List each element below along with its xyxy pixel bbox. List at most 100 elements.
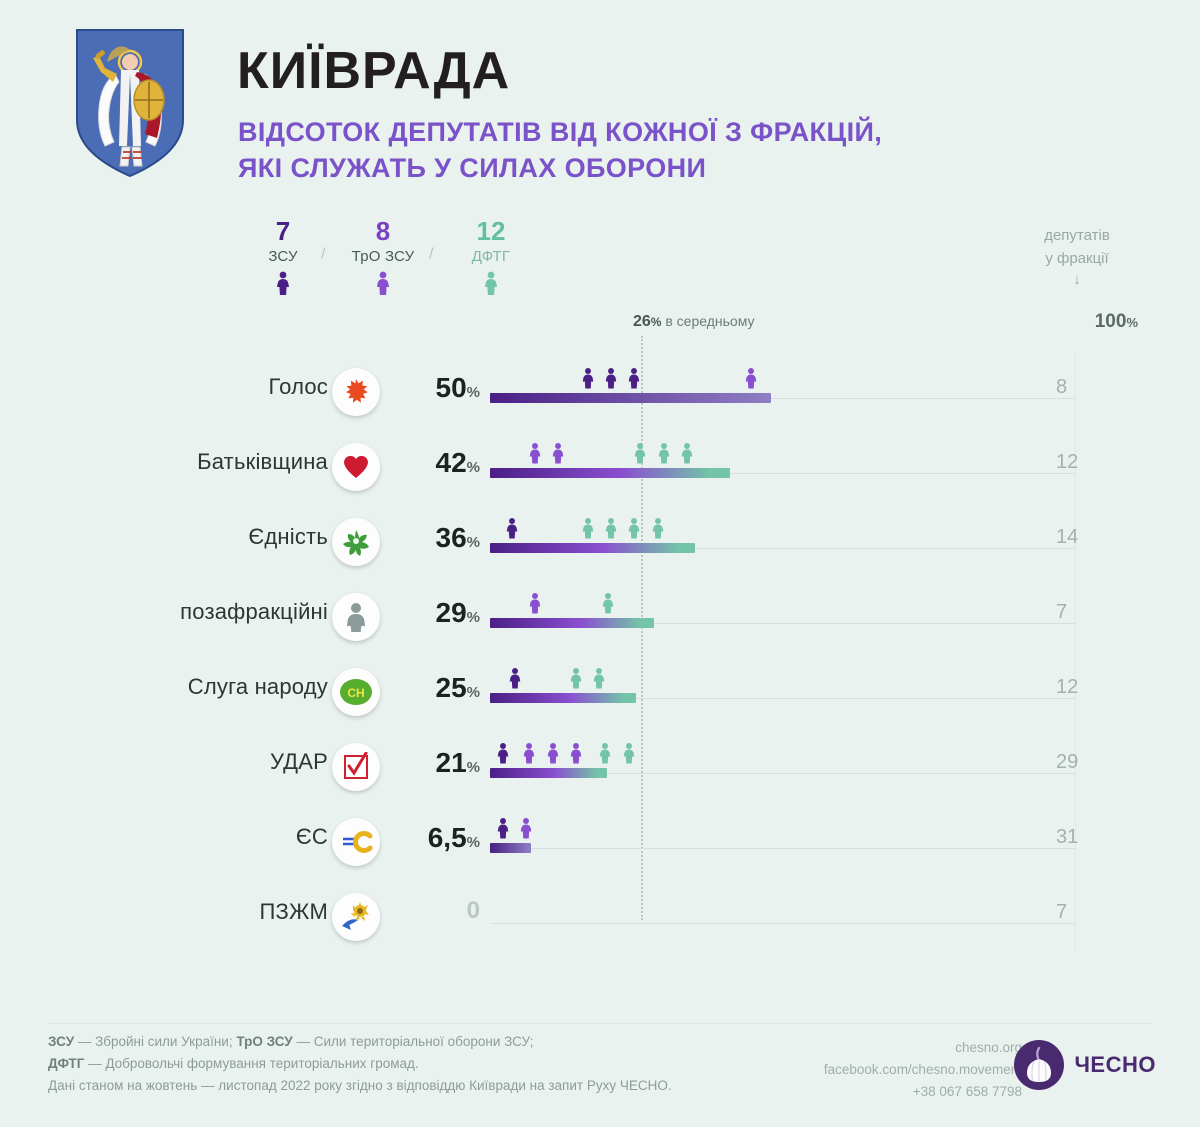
figure-zsu-icon <box>604 367 618 394</box>
row-track <box>490 623 1075 624</box>
es-euro-icon <box>332 818 380 866</box>
figure-dftg-icon <box>680 442 694 469</box>
faction-percent-unit: % <box>466 459 480 476</box>
figure-zsu-icon <box>627 367 641 394</box>
row-grid-tick <box>1075 502 1076 577</box>
figure-zsu-icon <box>496 742 510 769</box>
faction-deputies-count: 31 <box>1056 826 1079 848</box>
row-grid-tick <box>1075 727 1076 802</box>
kyiv-coat-of-arms-icon <box>75 28 185 178</box>
faction-percent-value: 6,5 <box>427 822 467 853</box>
legend: 7 ЗСУ / 8 ТрО ЗСУ / 12 ДФТГ <box>237 216 537 308</box>
footer-note-line-2: ДФТГ — Добровольчі формування територіал… <box>48 1053 672 1075</box>
chart-row: позафракційні 29% 7 <box>0 577 1200 652</box>
contact-phone[interactable]: +38 067 658 7798 <box>912 1083 1022 1099</box>
row-figures <box>490 587 1075 619</box>
footer-abbr-zsu: ЗСУ <box>48 1034 75 1049</box>
axis-max-label: 100% <box>1095 311 1138 333</box>
faction-name: УДАР <box>269 749 328 774</box>
footer-abbr-tro: ТрО ЗСУ <box>236 1034 293 1049</box>
figure-zsu-icon <box>505 517 519 544</box>
chart-row: Батьківщина 42% 12 <box>0 427 1200 502</box>
legend-separator-2: / <box>429 246 434 263</box>
faction-percent-value: 36 <box>435 522 467 553</box>
chart-row: ЄС 6,5% 31 <box>0 802 1200 877</box>
row-track <box>490 848 1075 849</box>
faction-percent: 36% <box>398 522 481 554</box>
faction-percent-value: 0 <box>466 897 480 924</box>
legend-separator-1: / <box>321 246 326 263</box>
faction-percent: 21% <box>398 747 481 779</box>
row-track <box>490 548 1075 549</box>
row-bar <box>490 768 607 778</box>
faction-deputies-count: 8 <box>1056 376 1068 398</box>
row-track <box>490 923 1075 924</box>
row-bar <box>490 693 637 703</box>
axis-caption: депутатів у фракції ↓ <box>1002 225 1152 289</box>
faction-percent: 25% <box>398 672 481 704</box>
leaf-icon <box>332 518 380 566</box>
faction-percent: 42% <box>398 447 481 479</box>
chart-row: Єдність 36% 14 <box>0 502 1200 577</box>
row-figures <box>490 362 1075 394</box>
footer-divider <box>48 1023 1152 1024</box>
axis-caption-line-2: у фракції <box>1045 249 1109 267</box>
footer-notes: ЗСУ — Збройні сили України; ТрО ЗСУ — Си… <box>48 1031 672 1097</box>
faction-deputies-count: 14 <box>1056 526 1079 548</box>
faction-percent-value: 21 <box>435 747 467 778</box>
figure-dftg-icon <box>601 592 615 619</box>
figure-tro-icon <box>551 442 565 469</box>
chart-row: Слуга народу CH 25% 12 <box>0 652 1200 727</box>
row-grid-tick <box>1075 427 1076 502</box>
figure-zsu-icon <box>581 367 595 394</box>
figure-dftg-icon <box>627 517 641 544</box>
legend-count-dftg: 12 <box>476 216 506 246</box>
average-label: 26% в середньому <box>633 313 755 331</box>
axis-arrow-down-icon: ↓ <box>1073 271 1081 288</box>
footer: ЗСУ — Збройні сили України; ТрО ЗСУ — Си… <box>0 1017 1200 1127</box>
row-figures <box>490 437 1075 469</box>
figure-tro-icon <box>546 742 560 769</box>
chesno-logo-text: ЧЕСНО <box>1074 1052 1156 1077</box>
faction-deputies-count: 12 <box>1056 451 1079 473</box>
average-value: 26 <box>633 313 651 330</box>
faction-name: Батьківщина <box>197 449 328 474</box>
axis-max-value: 100 <box>1094 311 1127 332</box>
figure-dftg-icon <box>633 442 647 469</box>
golos-star-icon <box>332 368 380 416</box>
udar-check-icon <box>332 743 380 791</box>
faction-percent-unit: % <box>466 534 480 551</box>
faction-name: ПЗЖМ <box>259 899 328 924</box>
faction-percent-unit: % <box>466 684 480 701</box>
chart-rows: Голос 50% 8 Батьківщина 42% 12 Єдність 36% 14 поз… <box>0 352 1200 952</box>
chesno-garlic-icon <box>1014 1040 1065 1090</box>
row-grid-tick <box>1075 802 1076 877</box>
contact-facebook[interactable]: facebook.com/chesno.movement <box>823 1061 1022 1077</box>
faction-percent: 29% <box>398 597 481 629</box>
row-track <box>490 473 1075 474</box>
header: КИЇВРАДА ВІДСОТОК ДЕПУТАТІВ ВІД КОЖНОЇ З… <box>0 0 1200 205</box>
faction-deputies-count: 7 <box>1056 901 1068 923</box>
footer-contacts: chesno.org facebook.com/chesno.movement … <box>824 1037 1022 1103</box>
row-figures <box>490 887 1075 919</box>
legend-count-zsu: 7 <box>275 216 291 246</box>
average-unit: % <box>650 315 662 329</box>
sluha-narodu-icon: CH <box>332 668 380 716</box>
chart-row: ПЗЖМ 0 7 <box>0 877 1200 952</box>
faction-percent-unit: % <box>466 834 480 851</box>
figure-dftg-icon <box>598 742 612 769</box>
axis-max-unit: % <box>1126 315 1138 330</box>
row-grid-tick <box>1075 652 1076 727</box>
row-figures <box>490 512 1075 544</box>
row-grid-tick <box>1075 577 1076 652</box>
footer-note-line-3: Дані станом на жовтень — листопад 2022 р… <box>48 1077 672 1093</box>
row-track <box>490 773 1075 774</box>
figure-dftg-icon <box>569 667 583 694</box>
figure-dftg-icon <box>581 517 595 544</box>
row-track <box>490 698 1075 699</box>
contact-website[interactable]: chesno.org <box>955 1040 1022 1055</box>
chart-row: Голос 50% 8 <box>0 352 1200 427</box>
figure-tro-icon <box>569 742 583 769</box>
legend-label-dftg: ДФТГ <box>471 248 511 266</box>
heart-icon <box>332 443 380 491</box>
